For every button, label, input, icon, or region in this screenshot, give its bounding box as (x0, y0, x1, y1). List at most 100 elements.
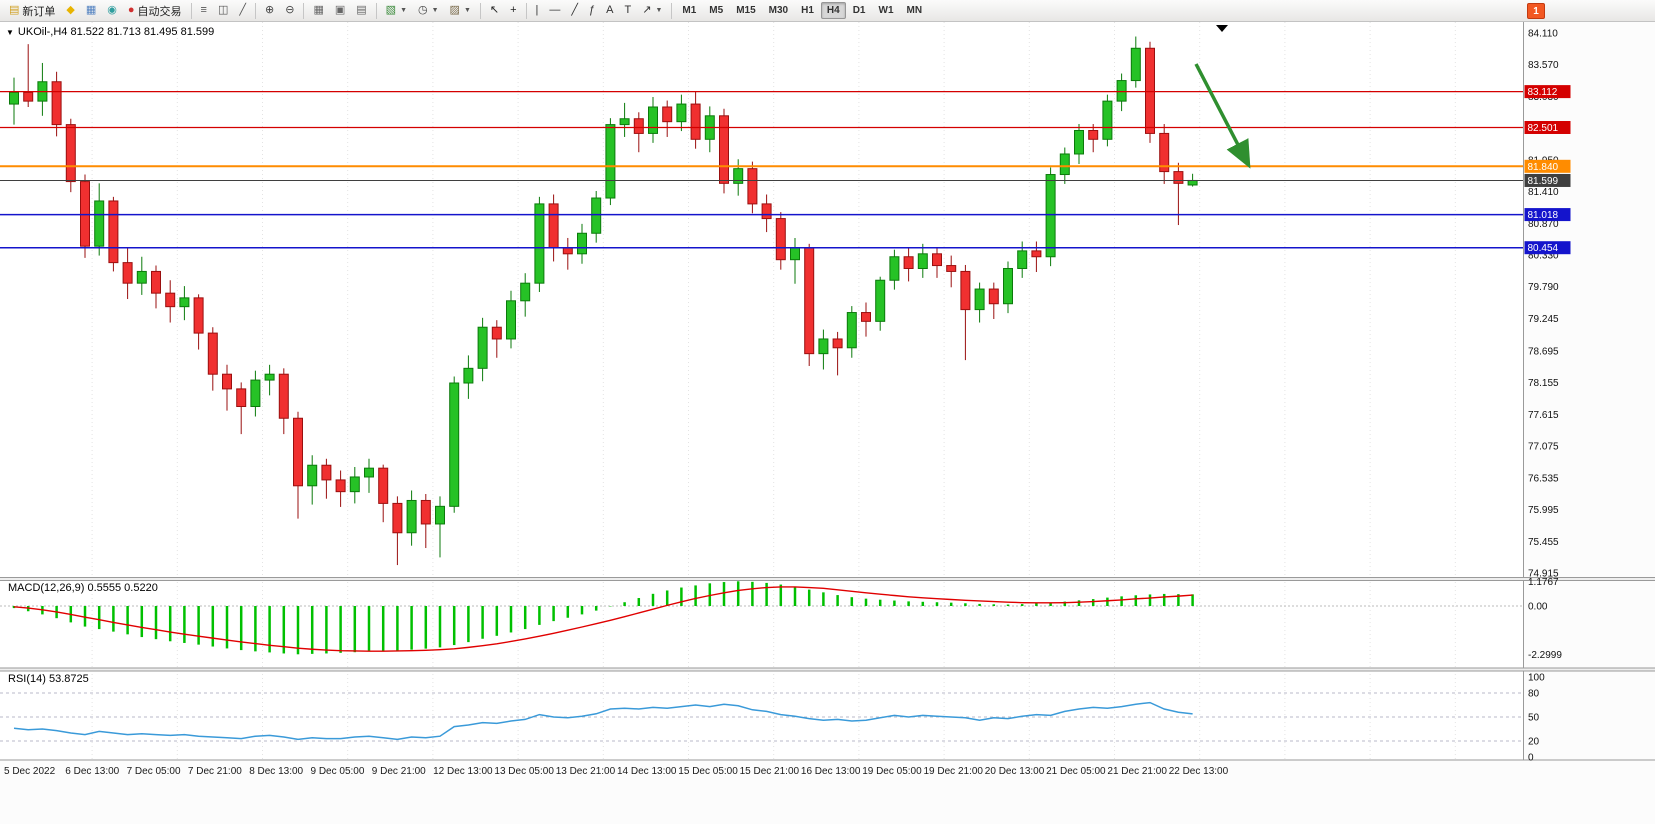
toolbar-button-groups: ▤ 新订单 ◆ ▦ ◉ ● 自动交易 ≡ ◫ ╱ ⊕ ⊖ ▦ ▣ ▤ ▧ ▼ ◷ ▼ ▨ ▼ ↖ + | — ╱ ƒ A T ↗ ▼ (4, 2, 667, 20)
market-news-button[interactable]: ◉ (102, 2, 122, 20)
toolbar-separator (190, 2, 192, 19)
period-button[interactable]: ◷ ▼ (413, 2, 444, 20)
vertical-line-button[interactable]: | (531, 2, 544, 20)
chart-title-row: ▼ UKOil-,H4 81.522 81.713 81.495 81.599 (6, 26, 214, 38)
zoom-in-button[interactable]: ⊕ (260, 2, 279, 20)
period-icon: ◷ (418, 4, 428, 16)
timeframe-button-m15[interactable]: M15 (736, 5, 756, 16)
candle-bearish (108, 200, 119, 264)
time-axis-label: 19 Dec 21:00 (924, 766, 984, 777)
cursor-button[interactable]: ↖ (485, 2, 504, 20)
text-icon: A (606, 4, 614, 16)
zoom-out-button[interactable]: ⊖ (280, 2, 299, 20)
arrange-windows-icon: ▤ (356, 4, 367, 16)
candle-bearish (1145, 47, 1155, 134)
candle-bearish (378, 467, 389, 504)
fibonacci-icon: ƒ (589, 4, 596, 16)
dropdown-caret-icon[interactable]: ▼ (655, 7, 663, 14)
candle-bullish (406, 499, 417, 534)
candle-bullish (1017, 250, 1028, 269)
horizontal-line-icon: — (549, 4, 561, 16)
horizontal-line-button[interactable]: — (544, 2, 565, 20)
rsi-scale-label: 50 (1528, 713, 1540, 724)
charts-window-icon: ▦ (85, 4, 97, 16)
timeframe-button-m30[interactable]: M30 (768, 5, 789, 16)
bar-chart-button[interactable]: ≡ (196, 2, 212, 20)
timeframe-button-h1[interactable]: H1 (801, 5, 814, 16)
text-label-button[interactable]: T (620, 2, 637, 20)
candle-bullish (1045, 174, 1056, 258)
price-axis-label: 77.075 (1528, 442, 1559, 453)
timeframe-button-h4[interactable]: H4 (820, 2, 846, 19)
one-click-trading-toggle[interactable]: ▼ (6, 27, 14, 37)
trend-arrow-annotation[interactable] (1194, 63, 1251, 169)
rsi-scale-label: 100 (1528, 673, 1545, 684)
new-order-label: 新订单 (22, 5, 56, 18)
toolbar-separator (479, 2, 481, 19)
new-order-button[interactable]: ▤ 新订单 (4, 2, 60, 20)
new-chart-button[interactable]: ▧ ▼ (381, 2, 412, 20)
candle-bearish (662, 106, 673, 123)
time-axis-label: 14 Dec 13:00 (617, 766, 677, 777)
time-axis-label: 6 Dec 13:00 (65, 766, 119, 777)
price-axis-label: 76.535 (1528, 473, 1559, 484)
macd-indicator-label: MACD(12,26,9) 0.5555 0.5220 (8, 582, 158, 594)
crosshair-button[interactable]: + (505, 2, 521, 20)
price-chart-canvas[interactable]: 84.11083.57083.03081.95081.41080.87080.3… (0, 22, 1655, 824)
timeframe-button-w1[interactable]: W1 (878, 5, 894, 16)
charts-window-button[interactable]: ▦ (81, 2, 101, 20)
candle-bearish (719, 115, 729, 184)
trendline-button[interactable]: ╱ (566, 2, 583, 20)
resistance-line-2-price-tag-text: 82.501 (1528, 123, 1559, 134)
time-axis-background (0, 760, 1655, 824)
time-axis-label: 13 Dec 05:00 (494, 766, 554, 777)
candle-bullish (1102, 100, 1113, 140)
toolbar-separator (303, 2, 305, 19)
candle-bullish (307, 464, 318, 487)
zoom-in-icon: ⊕ (265, 4, 275, 16)
candle-bearish (65, 124, 76, 183)
shapes-button[interactable]: ↗ ▼ (637, 2, 667, 20)
tile-windows-button[interactable]: ▦ (308, 2, 328, 20)
dropdown-caret-icon[interactable]: ▼ (431, 7, 439, 14)
timeframe-button-mn[interactable]: MN (906, 5, 923, 16)
timeframe-button-m5[interactable]: M5 (709, 5, 724, 16)
support-line-1-price-tag (1524, 208, 1571, 222)
metaeditor-button[interactable]: ◆ (61, 2, 79, 20)
candle-bearish (491, 326, 502, 340)
arrange-windows-button[interactable]: ▤ (351, 2, 371, 20)
candle-bullish (974, 288, 985, 311)
notification-badge[interactable]: 1 (1527, 3, 1545, 19)
shapes-icon: ↗ (642, 4, 652, 16)
fibonacci-button[interactable]: ƒ (584, 2, 600, 20)
new-order-icon: ▤ (9, 4, 20, 16)
candle-bullish (1003, 267, 1013, 305)
chart-shift-marker[interactable] (1216, 25, 1228, 32)
candlestick-chart-button[interactable]: ◫ (213, 2, 233, 20)
timeframe-button-m1[interactable]: M1 (682, 5, 697, 16)
candle-bullish (1059, 153, 1070, 176)
timeframe-button-d1[interactable]: D1 (852, 5, 866, 16)
template-button[interactable]: ▨ ▼ (445, 2, 476, 20)
rsi-scale-label: 0 (1528, 753, 1534, 764)
dropdown-caret-icon[interactable]: ▼ (463, 7, 471, 14)
cascade-windows-button[interactable]: ▣ (330, 2, 350, 20)
candle-bullish (506, 300, 516, 340)
candle-bearish (988, 288, 999, 305)
text-button[interactable]: A (601, 2, 618, 20)
time-axis-label: 21 Dec 05:00 (1046, 766, 1106, 777)
time-axis-label: 9 Dec 21:00 (372, 766, 426, 777)
pivot-line-price-tag (1524, 159, 1571, 173)
zoom-out-icon: ⊖ (285, 4, 295, 16)
candle-bullish (676, 103, 687, 123)
candle-bullish (477, 326, 488, 369)
price-axis-label: 77.615 (1528, 410, 1559, 421)
candle-bearish (151, 270, 161, 294)
line-chart-button[interactable]: ╱ (234, 2, 251, 20)
crosshair-icon: + (510, 4, 517, 16)
dropdown-caret-icon[interactable]: ▼ (400, 7, 407, 14)
candle-bearish (207, 332, 218, 375)
autotrading-icon: ● (127, 4, 135, 16)
autotrading-button[interactable]: ● 自动交易 (123, 2, 187, 20)
candle-bullish (591, 197, 602, 234)
